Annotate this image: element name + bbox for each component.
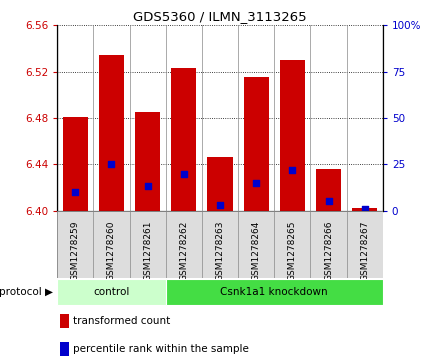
Point xyxy=(361,206,368,212)
Point xyxy=(180,171,187,176)
Text: transformed count: transformed count xyxy=(73,316,171,326)
Bar xyxy=(60,314,69,327)
Bar xyxy=(99,56,124,211)
Bar xyxy=(316,169,341,211)
Text: protocol ▶: protocol ▶ xyxy=(0,287,53,297)
Point xyxy=(72,189,79,195)
Text: GSM1278260: GSM1278260 xyxy=(107,221,116,281)
Bar xyxy=(60,342,69,356)
Text: GSM1278266: GSM1278266 xyxy=(324,221,333,281)
Bar xyxy=(207,157,233,211)
Bar xyxy=(352,208,378,211)
Bar xyxy=(62,117,88,211)
Point xyxy=(144,184,151,189)
Text: GSM1278262: GSM1278262 xyxy=(180,221,188,281)
Text: GSM1278259: GSM1278259 xyxy=(71,221,80,281)
Text: GSM1278261: GSM1278261 xyxy=(143,221,152,281)
Point xyxy=(325,199,332,204)
Title: GDS5360 / ILMN_3113265: GDS5360 / ILMN_3113265 xyxy=(133,10,307,23)
Text: control: control xyxy=(93,287,130,297)
Bar xyxy=(166,279,383,305)
Bar xyxy=(280,60,305,211)
Text: Csnk1a1 knockdown: Csnk1a1 knockdown xyxy=(220,287,328,297)
Text: GSM1278264: GSM1278264 xyxy=(252,221,260,281)
Point xyxy=(289,167,296,173)
Text: GSM1278265: GSM1278265 xyxy=(288,221,297,281)
Text: GSM1278267: GSM1278267 xyxy=(360,221,369,281)
Point xyxy=(253,180,260,186)
Text: GSM1278263: GSM1278263 xyxy=(216,221,224,281)
Point xyxy=(216,202,224,208)
Text: percentile rank within the sample: percentile rank within the sample xyxy=(73,344,249,354)
Bar xyxy=(171,68,197,211)
Point xyxy=(108,162,115,167)
Bar xyxy=(243,77,269,211)
Bar xyxy=(135,112,160,211)
Bar xyxy=(57,279,166,305)
